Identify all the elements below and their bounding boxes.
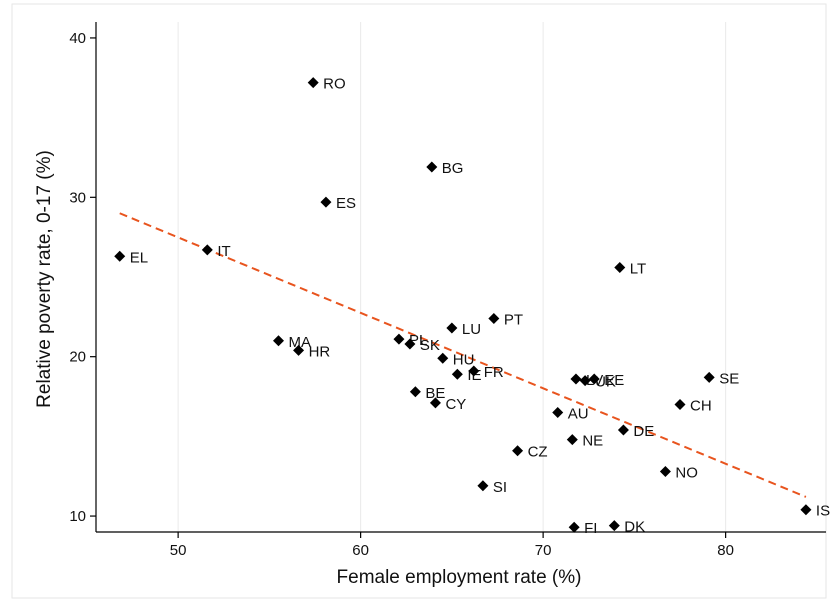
- point-label-ee: EE: [604, 372, 624, 389]
- data-point-bg: [426, 161, 438, 173]
- point-label-de: DE: [633, 423, 654, 440]
- data-point-is: [800, 504, 812, 516]
- data-point-sk: [404, 338, 416, 350]
- point-label-no: NO: [675, 464, 698, 481]
- figure-frame: [11, 3, 827, 599]
- point-label-au: AU: [568, 405, 589, 422]
- point-label-se: SE: [719, 370, 739, 387]
- point-label-cz: CZ: [528, 444, 548, 461]
- point-label-el: EL: [130, 249, 148, 266]
- y-tick-label-30: 30: [69, 189, 86, 206]
- data-point-ma: [273, 335, 284, 347]
- fit-line-layer: [119, 212, 807, 498]
- y-axis-title: Relative poverty rate, 0-17 (%): [34, 150, 55, 408]
- point-label-hr: HR: [309, 343, 331, 360]
- data-point-hu: [437, 352, 449, 364]
- data-point-es: [320, 196, 332, 208]
- x-tick-label-70: 70: [535, 542, 552, 559]
- point-label-fi: FI: [584, 520, 597, 537]
- x-tick-label-60: 60: [352, 542, 369, 559]
- data-point-fr: [468, 365, 480, 377]
- fit-line: [119, 212, 807, 498]
- data-point-au: [552, 406, 564, 418]
- point-label-ne: NE: [582, 433, 603, 450]
- data-point-be: [409, 386, 421, 398]
- point-label-bg: BG: [442, 160, 464, 177]
- point-label-hu: HU: [453, 351, 475, 368]
- data-point-cz: [512, 445, 524, 457]
- data-point-uk: [579, 375, 591, 387]
- data-point-lu: [446, 322, 458, 334]
- data-point-si: [477, 480, 489, 492]
- x-tick-label-50: 50: [170, 542, 187, 559]
- point-label-es: ES: [336, 195, 356, 212]
- point-label-fr: FR: [484, 364, 504, 381]
- data-point-se: [703, 371, 715, 383]
- x-axis-title: Female employment rate (%): [337, 567, 582, 588]
- point-label-lt: LT: [630, 260, 646, 277]
- y-tick-label-20: 20: [69, 349, 86, 366]
- data-point-pt: [488, 312, 500, 324]
- point-label-si: SI: [493, 479, 507, 496]
- point-label-lu: LU: [462, 321, 481, 338]
- point-label-dk: DK: [624, 519, 645, 536]
- data-point-hr: [293, 344, 305, 356]
- point-label-ch: CH: [690, 398, 712, 415]
- axes: 10 20 30 40 50 60 70 80: [69, 22, 826, 559]
- data-point-fi: [568, 521, 580, 533]
- data-point-ie: [451, 368, 463, 380]
- data-point-pl: [393, 333, 405, 345]
- points-layer: ROBGESITELLTPTLUMAPLSKHRHUIEFRLVUKEESEBE…: [114, 76, 830, 537]
- data-point-ne: [566, 434, 578, 446]
- data-point-de: [617, 424, 629, 436]
- data-point-dk: [608, 520, 620, 532]
- point-label-uk: UK: [595, 374, 616, 391]
- y-tick-label-10: 10: [69, 508, 86, 525]
- y-tick-label-40: 40: [69, 30, 86, 47]
- gridlines: [177, 22, 727, 532]
- data-point-cy: [429, 397, 441, 409]
- data-point-lv: [570, 373, 582, 385]
- point-label-cy: CY: [445, 396, 466, 413]
- point-label-is: IS: [816, 503, 830, 520]
- data-point-no: [659, 465, 671, 477]
- data-point-ro: [307, 77, 319, 89]
- point-label-sk: SK: [420, 337, 440, 354]
- point-label-be: BE: [425, 385, 445, 402]
- data-point-ee: [588, 373, 600, 385]
- point-label-ma: MA: [289, 334, 312, 351]
- data-point-lt: [614, 261, 626, 273]
- x-tick-label-80: 80: [717, 542, 734, 559]
- point-label-it: IT: [217, 243, 230, 260]
- data-point-el: [114, 250, 126, 262]
- point-label-pt: PT: [504, 311, 523, 328]
- data-point-ch: [674, 399, 686, 410]
- data-point-it: [201, 244, 213, 256]
- point-label-ro: RO: [323, 76, 346, 93]
